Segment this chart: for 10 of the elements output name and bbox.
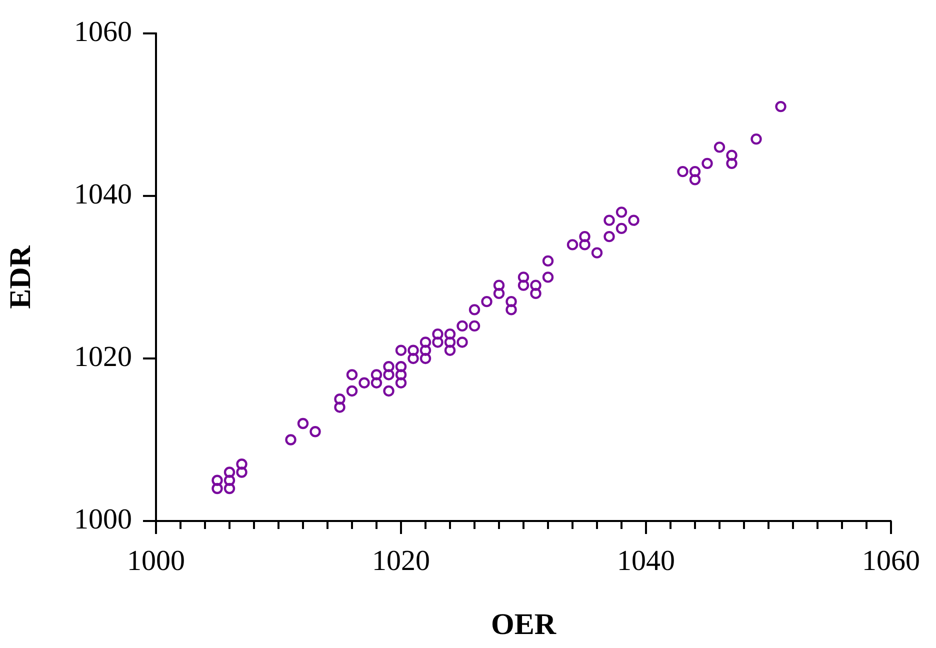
y-tick-label: 1040 [74,178,132,211]
y-tick-label: 1060 [74,16,132,48]
x-tick-label: 1040 [617,545,675,578]
x-axis-title: OER [490,608,556,641]
y-tick-label: 1000 [74,504,132,536]
y-tick-label: 1020 [74,341,132,374]
x-tick-label: 1020 [372,545,430,578]
x-tick-label: 1000 [127,545,185,578]
x-tick-label: 1060 [862,545,920,578]
y-axis-title: EDR [4,245,37,309]
